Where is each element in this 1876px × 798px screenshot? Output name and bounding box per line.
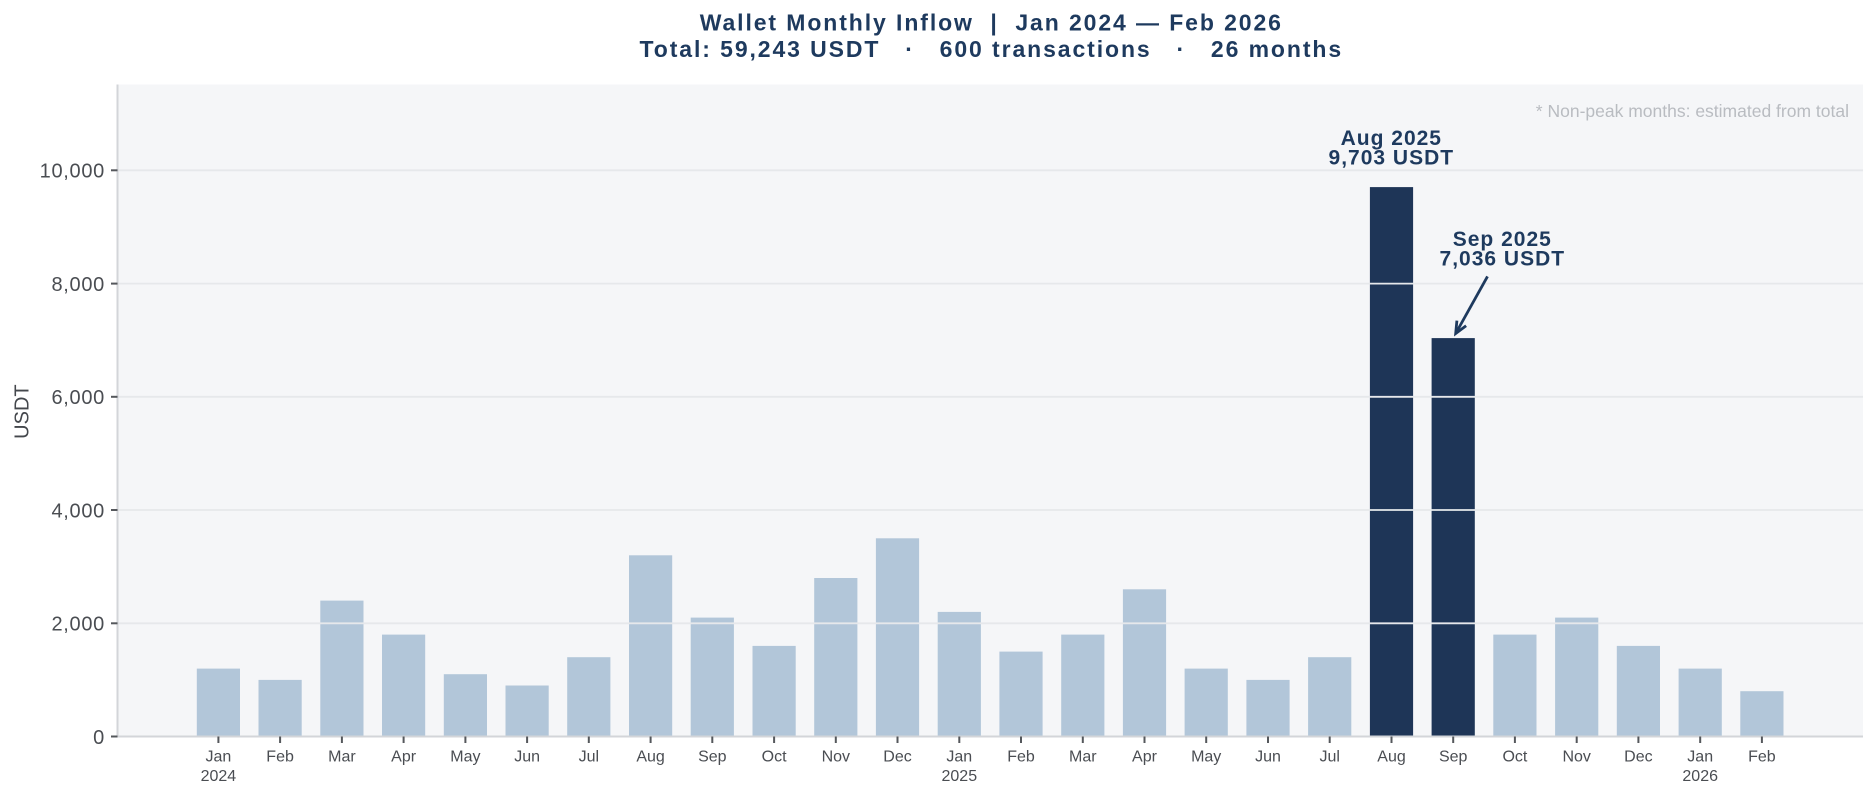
svg-text:Jul: Jul xyxy=(579,749,599,766)
svg-text:7,036 USDT: 7,036 USDT xyxy=(1440,247,1566,270)
svg-text:Apr: Apr xyxy=(391,749,417,766)
svg-text:Feb: Feb xyxy=(266,749,294,766)
svg-text:9,703 USDT: 9,703 USDT xyxy=(1329,147,1455,170)
svg-text:Apr: Apr xyxy=(1132,749,1158,766)
svg-text:Aug: Aug xyxy=(1377,749,1405,766)
svg-text:Mar: Mar xyxy=(328,749,356,766)
svg-text:Mar: Mar xyxy=(1069,749,1097,766)
svg-text:Oct: Oct xyxy=(1502,749,1527,766)
svg-text:Jul: Jul xyxy=(1319,749,1339,766)
svg-text:2024: 2024 xyxy=(201,768,237,785)
svg-text:May: May xyxy=(450,749,480,766)
svg-text:2025: 2025 xyxy=(942,768,978,785)
svg-text:Jun: Jun xyxy=(1255,749,1281,766)
svg-text:Wallet Monthly Inflow | Jan: Wallet Monthly Inflow | Jan 2024 — Feb 2… xyxy=(700,10,1283,36)
svg-text:* Non-peak months: estimated f: * Non-peak months: estimated from total xyxy=(1536,101,1849,121)
svg-text:Aug: Aug xyxy=(636,749,664,766)
svg-text:Sep: Sep xyxy=(1439,749,1468,766)
svg-text:6,000: 6,000 xyxy=(51,387,105,409)
svg-text:Jan: Jan xyxy=(946,749,972,766)
svg-text:Nov: Nov xyxy=(1562,749,1590,766)
svg-text:Jan: Jan xyxy=(1687,749,1713,766)
svg-text:Nov: Nov xyxy=(822,749,850,766)
svg-text:Sep 2025: Sep 2025 xyxy=(1453,228,1552,251)
svg-text:Jan: Jan xyxy=(206,749,232,766)
svg-text:Sep: Sep xyxy=(698,749,727,766)
svg-text:USDT: USDT xyxy=(12,384,34,438)
svg-text:Feb: Feb xyxy=(1007,749,1035,766)
svg-text:Oct: Oct xyxy=(762,749,787,766)
svg-text:Jun: Jun xyxy=(514,749,540,766)
svg-text:Dec: Dec xyxy=(883,749,911,766)
svg-text:2026: 2026 xyxy=(1682,768,1718,785)
svg-text:4,000: 4,000 xyxy=(51,500,105,522)
svg-text:10,000: 10,000 xyxy=(40,161,105,183)
svg-text:May: May xyxy=(1191,749,1221,766)
svg-text:Total: 59,243 USDT · 600 t: Total: 59,243 USDT · 600 transactions · … xyxy=(640,36,1343,62)
svg-text:Aug 2025: Aug 2025 xyxy=(1341,127,1442,150)
svg-text:Dec: Dec xyxy=(1624,749,1652,766)
svg-text:8,000: 8,000 xyxy=(51,274,105,296)
svg-text:Feb: Feb xyxy=(1748,749,1776,766)
svg-text:0: 0 xyxy=(93,727,105,749)
svg-text:2,000: 2,000 xyxy=(51,614,105,636)
